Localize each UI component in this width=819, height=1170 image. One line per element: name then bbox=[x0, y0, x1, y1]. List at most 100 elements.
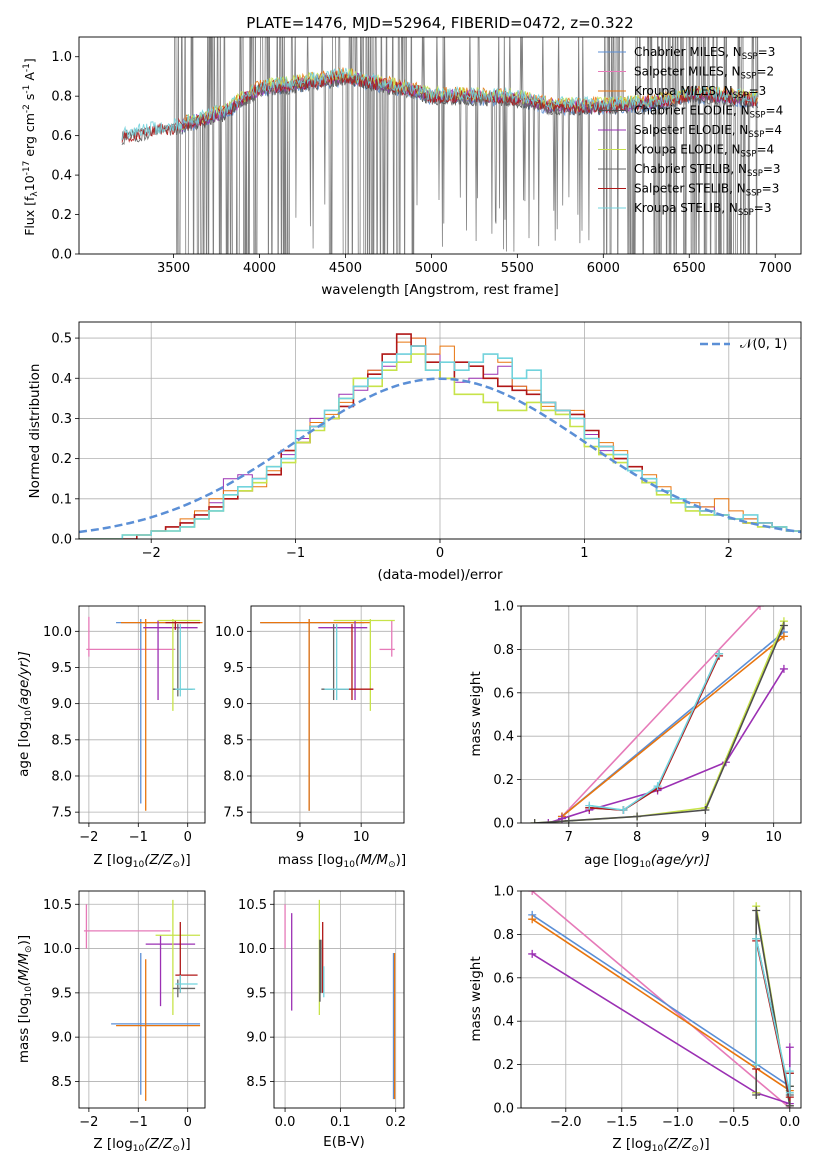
spectrum-axes: 3500 4000 4500 5000 5500 6000 6500 7000 0.0 0.2 0.… bbox=[51, 50, 791, 276]
residuals-ytick-label: 0.2 bbox=[51, 452, 72, 467]
spectrum-legend: Chabrier MILES, NSSP=3 Salpeter MILES, NS… bbox=[598, 45, 783, 218]
spectrum-ytick-label: 0.2 bbox=[51, 208, 72, 223]
mass_vs_ebv-axes: 0.0 0.1 0.2 8.5 9.0 9.5 10.0 10.5 bbox=[238, 891, 406, 1130]
spectrum-xlabel: wavelength [Angstrom, rest frame] bbox=[321, 282, 559, 298]
mass_vs_ebv-xtick-label: 0.0 bbox=[275, 1115, 296, 1130]
weight-line bbox=[589, 655, 720, 811]
spectrum-xtick-label: 4000 bbox=[243, 261, 276, 276]
mass_vs_z-xtick-label: −2 bbox=[79, 1115, 98, 1130]
mass_vs_z-ytick-label: 8.5 bbox=[51, 1075, 72, 1090]
weight-line bbox=[755, 938, 791, 1093]
weight_vs_age-xtick-label: 10 bbox=[765, 830, 782, 845]
mass_vs_z-xtick-label: −1 bbox=[129, 1115, 148, 1130]
residuals-ytick-label: 0.5 bbox=[51, 332, 72, 347]
age_vs_mass-xtick-label: 10 bbox=[353, 830, 370, 845]
age_vs_z-axes: −2 −1 0 7.5 8.0 8.5 9.0 9.5 10.0 bbox=[43, 606, 205, 845]
weight_vs_z-xtick-label: −0.5 bbox=[718, 1115, 750, 1130]
mass_vs_ebv-ytick-label: 8.5 bbox=[246, 1075, 267, 1090]
weight-line bbox=[589, 653, 720, 811]
weight-line bbox=[561, 606, 761, 818]
weight-marker bbox=[752, 1060, 761, 1069]
weight-marker bbox=[779, 621, 788, 630]
weight-marker bbox=[752, 934, 761, 943]
spectrum-ytick-label: 0.0 bbox=[51, 248, 72, 263]
weight-marker bbox=[785, 1067, 794, 1076]
age_vs_mass-axes: 9 10 7.5 8.0 8.5 9.0 9.5 10.0 bbox=[215, 606, 404, 845]
residuals-xtick-label: 1 bbox=[580, 546, 588, 561]
age-z-ylabel: age [log10(age/yr)] bbox=[16, 651, 34, 777]
age_vs_z-ytick-label: 8.0 bbox=[51, 769, 72, 784]
weight-marker bbox=[785, 1101, 794, 1108]
weight-line bbox=[531, 891, 791, 1108]
weight_vs_z-ytick-label: 0.4 bbox=[493, 1015, 514, 1030]
weight-marker bbox=[528, 949, 537, 958]
age_vs_z-ytick-label: 7.5 bbox=[51, 806, 72, 821]
mass_vs_ebv-frame bbox=[273, 890, 405, 1109]
spectrum-xtick-label: 5500 bbox=[501, 261, 534, 276]
weight-marker bbox=[701, 805, 710, 814]
mass_vs_ebv-ytick-label: 9.5 bbox=[246, 986, 267, 1001]
age_vs_mass-ytick-label: 7.5 bbox=[223, 806, 244, 821]
legend-label: Kroupa STELIB, NSSP=3 bbox=[634, 201, 772, 218]
age_vs_mass-frame bbox=[250, 605, 405, 824]
residuals-data bbox=[79, 333, 801, 539]
age_vs_z-xtick-label: −2 bbox=[79, 830, 98, 845]
weight_vs_age-axes: 7 8 9 10 0.0 0.2 0.4 0.6 0.8 1.0 bbox=[493, 600, 801, 845]
weight_vs_z-ytick-label: 0.8 bbox=[493, 928, 514, 943]
weight-marker bbox=[528, 915, 537, 924]
weight-marker bbox=[619, 805, 628, 814]
residuals-ytick-label: 0.1 bbox=[51, 492, 72, 507]
spectrum-ytick-label: 0.6 bbox=[51, 129, 72, 144]
age_vs_z-ytick-label: 8.5 bbox=[51, 733, 72, 748]
weight_vs_age-xtick-label: 8 bbox=[633, 830, 641, 845]
mass_vs_z-axes: −2 −1 0 8.5 9.0 9.5 10.0 10.5 bbox=[43, 891, 205, 1130]
weight_vs_z-ytick-label: 0.0 bbox=[493, 1102, 514, 1117]
weight_vs_z-frame bbox=[520, 890, 802, 1109]
age_vs_mass-xtick-label: 9 bbox=[296, 830, 304, 845]
weight-marker bbox=[756, 606, 765, 610]
age_vs_mass-ytick-label: 8.5 bbox=[223, 733, 244, 748]
normal-legend-label: 𝒩(0, 1) bbox=[740, 337, 787, 352]
age_vs_z-ytick-label: 10.0 bbox=[43, 625, 72, 640]
normal-curve bbox=[79, 377, 801, 534]
weight-line bbox=[531, 914, 791, 1087]
legend-label: Chabrier MILES, NSSP=3 bbox=[634, 45, 775, 62]
weight-marker bbox=[544, 819, 553, 823]
spectrum-xtick-label: 4500 bbox=[329, 261, 362, 276]
weight-z-xlabel: Z [log10(Z/Z⊙)] bbox=[612, 1136, 709, 1154]
spectrum-ytick-label: 0.4 bbox=[51, 169, 72, 184]
age_vs_z-xtick-label: 0 bbox=[184, 830, 192, 845]
weight_vs_age-ytick-label: 1.0 bbox=[493, 600, 514, 615]
weight_vs_age-xtick-label: 9 bbox=[701, 830, 709, 845]
legend-label: Salpeter MILES, NSSP=2 bbox=[634, 65, 774, 82]
weight-marker bbox=[779, 632, 788, 641]
weight-marker bbox=[779, 664, 788, 673]
spectrum-data bbox=[121, 37, 759, 254]
weight_vs_z-data bbox=[528, 891, 794, 1108]
age_vs_z-ytick-label: 9.5 bbox=[51, 661, 72, 676]
spectrum-ytick-label: 1.0 bbox=[51, 50, 72, 65]
mass_vs_z-ytick-label: 10.0 bbox=[43, 942, 72, 957]
residuals-ytick-label: 0.0 bbox=[51, 533, 72, 548]
mass_vs_z-ytick-label: 9.5 bbox=[51, 986, 72, 1001]
mass_vs_ebv-ytick-label: 10.0 bbox=[238, 942, 267, 957]
spectrum-xtick-label: 5000 bbox=[415, 261, 448, 276]
weight_vs_z-xtick-label: −1.0 bbox=[662, 1115, 694, 1130]
mass_vs_ebv-ytick-label: 10.5 bbox=[238, 898, 267, 913]
weight-line bbox=[548, 668, 785, 823]
weight-age-ylabel: mass weight bbox=[468, 671, 484, 756]
residuals-xtick-label: 2 bbox=[725, 546, 733, 561]
legend-label: Salpeter ELODIE, NSSP=4 bbox=[634, 123, 782, 140]
weight-marker bbox=[530, 819, 539, 823]
spectrum-ylabel: Flux [fλ10-17 erg cm-2 s-1 A-1] bbox=[22, 58, 40, 236]
weight_vs_z-xtick-label: 0.0 bbox=[779, 1115, 800, 1130]
age-mass-xlabel: mass [log10(M/M⊙)] bbox=[278, 852, 406, 870]
residuals-frame bbox=[78, 321, 802, 540]
weight-marker bbox=[785, 1043, 794, 1052]
spectrum-ytick-label: 0.8 bbox=[51, 90, 72, 105]
weight-marker bbox=[752, 1090, 761, 1099]
weight-marker bbox=[564, 816, 573, 823]
residuals-xtick-label: −1 bbox=[286, 546, 305, 561]
legend-label: Salpeter STELIB, NSSP=3 bbox=[634, 182, 779, 199]
